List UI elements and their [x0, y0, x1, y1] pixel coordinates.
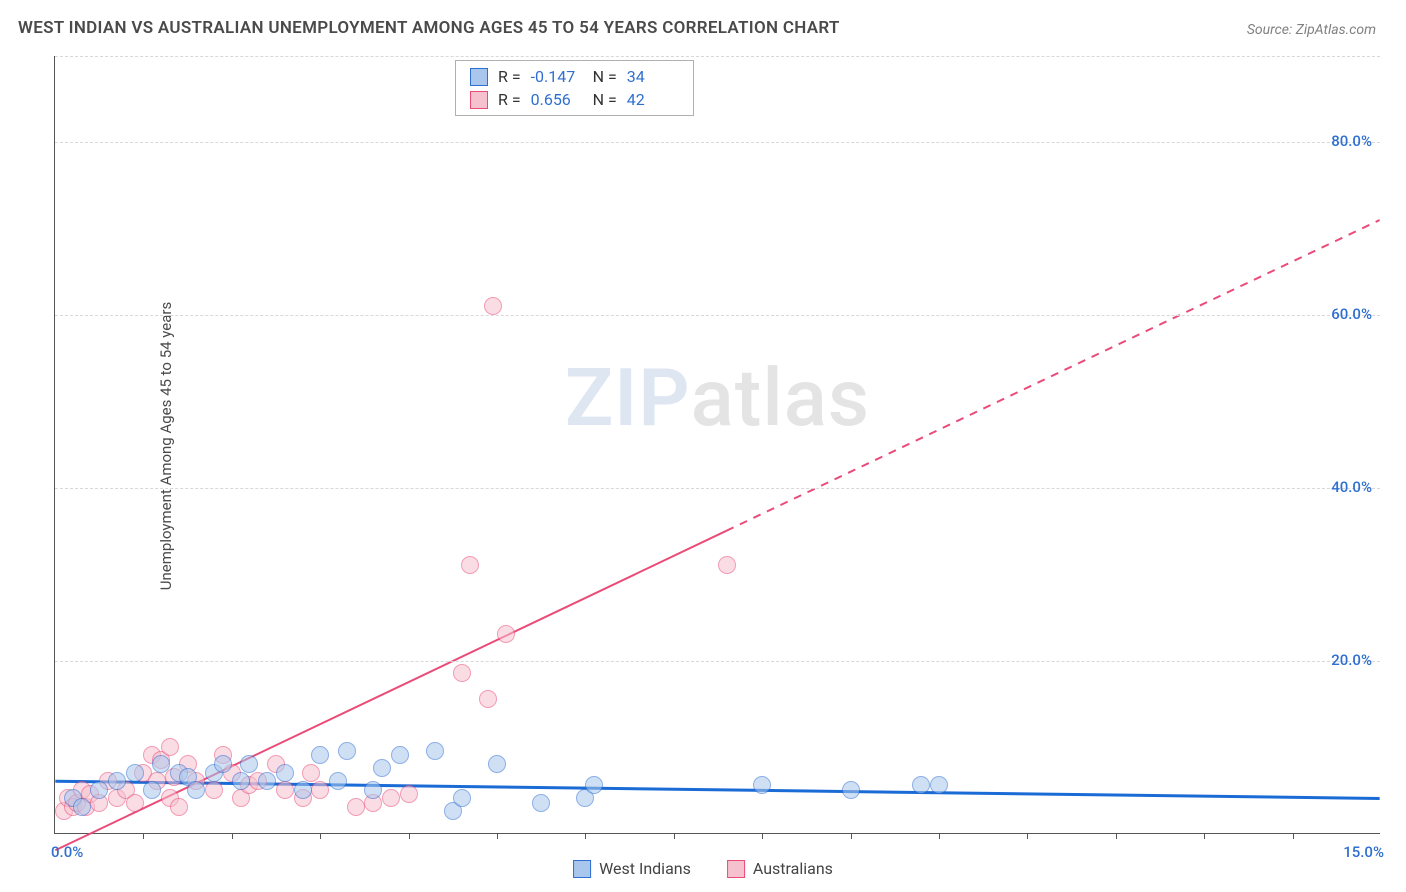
stat-n-label-1: N = — [593, 67, 617, 86]
point-blue — [753, 776, 771, 794]
point-blue — [532, 794, 550, 812]
point-pink — [276, 781, 294, 799]
point-blue — [488, 755, 506, 773]
x-minor-tick — [851, 833, 852, 839]
y-tick-label: 60.0% — [1331, 305, 1372, 323]
legend-swatch-pink — [727, 860, 745, 878]
chart-title: WEST INDIAN VS AUSTRALIAN UNEMPLOYMENT A… — [18, 18, 840, 38]
gridline — [55, 142, 1380, 143]
point-blue — [90, 781, 108, 799]
x-minor-tick — [585, 833, 586, 839]
stat-row-2: R = 0.656 N = 42 — [456, 88, 693, 111]
y-tick-label: 80.0% — [1331, 132, 1372, 150]
legend-item-1: West Indians — [573, 859, 691, 878]
point-pink — [461, 556, 479, 574]
point-blue — [143, 781, 161, 799]
point-blue — [364, 781, 382, 799]
x-minor-tick — [1027, 833, 1028, 839]
point-blue — [258, 772, 276, 790]
stat-swatch-blue — [470, 68, 488, 86]
scatter-plot: ZIPatlas R = -0.147 N = 34 R = 0.656 N =… — [54, 56, 1380, 834]
gridline — [55, 315, 1380, 316]
x-minor-tick — [1204, 833, 1205, 839]
x-minor-tick — [232, 833, 233, 839]
point-blue — [232, 772, 250, 790]
stat-r-val-1: -0.147 — [531, 67, 583, 86]
stat-r-label-2: R = — [498, 90, 521, 109]
y-tick-label: 20.0% — [1331, 651, 1372, 669]
point-pink — [479, 690, 497, 708]
y-tick-label: 40.0% — [1331, 478, 1372, 496]
stat-row-1: R = -0.147 N = 34 — [456, 65, 693, 88]
stat-n-val-1: 34 — [627, 67, 679, 86]
point-blue — [426, 742, 444, 760]
gridline — [55, 56, 1380, 57]
point-pink — [161, 738, 179, 756]
point-blue — [73, 798, 91, 816]
point-blue — [585, 776, 603, 794]
point-pink — [484, 297, 502, 315]
x-tick-label: 15.0% — [1343, 843, 1384, 861]
legend-swatch-blue — [573, 860, 591, 878]
x-minor-tick — [1293, 833, 1294, 839]
point-pink — [382, 789, 400, 807]
stat-n-label-2: N = — [593, 90, 617, 109]
gridline — [55, 488, 1380, 489]
stat-n-val-2: 42 — [627, 90, 679, 109]
point-blue — [311, 746, 329, 764]
point-pink — [302, 764, 320, 782]
point-blue — [842, 781, 860, 799]
point-pink — [126, 794, 144, 812]
x-minor-tick — [497, 833, 498, 839]
bottom-legend: West Indians Australians — [573, 859, 833, 878]
point-blue — [930, 776, 948, 794]
point-pink — [497, 625, 515, 643]
stats-box: R = -0.147 N = 34 R = 0.656 N = 42 — [455, 60, 694, 116]
point-pink — [347, 798, 365, 816]
point-blue — [214, 755, 232, 773]
x-minor-tick — [1116, 833, 1117, 839]
stat-swatch-pink — [470, 91, 488, 109]
point-blue — [187, 781, 205, 799]
point-pink — [170, 798, 188, 816]
point-blue — [391, 746, 409, 764]
point-pink — [311, 781, 329, 799]
legend-item-2: Australians — [727, 859, 833, 878]
x-minor-tick — [409, 833, 410, 839]
point-blue — [453, 789, 471, 807]
point-pink — [718, 556, 736, 574]
gridline — [55, 661, 1380, 662]
source-label: Source: ZipAtlas.com — [1247, 22, 1376, 38]
x-minor-tick — [674, 833, 675, 839]
point-blue — [329, 772, 347, 790]
legend-label-2: Australians — [753, 859, 833, 878]
point-blue — [294, 781, 312, 799]
point-blue — [276, 764, 294, 782]
point-blue — [338, 742, 356, 760]
point-blue — [108, 772, 126, 790]
point-blue — [126, 764, 144, 782]
point-pink — [453, 664, 471, 682]
trend-line — [726, 220, 1379, 531]
x-minor-tick — [143, 833, 144, 839]
x-tick-label: 0.0% — [51, 843, 83, 861]
point-pink — [205, 781, 223, 799]
point-blue — [152, 755, 170, 773]
x-minor-tick — [320, 833, 321, 839]
trend-lines — [55, 56, 1380, 833]
point-blue — [912, 776, 930, 794]
legend-label-1: West Indians — [599, 859, 691, 878]
stat-r-label-1: R = — [498, 67, 521, 86]
point-pink — [400, 785, 418, 803]
point-blue — [373, 759, 391, 777]
x-minor-tick — [939, 833, 940, 839]
point-blue — [240, 755, 258, 773]
stat-r-val-2: 0.656 — [531, 90, 583, 109]
x-minor-tick — [762, 833, 763, 839]
